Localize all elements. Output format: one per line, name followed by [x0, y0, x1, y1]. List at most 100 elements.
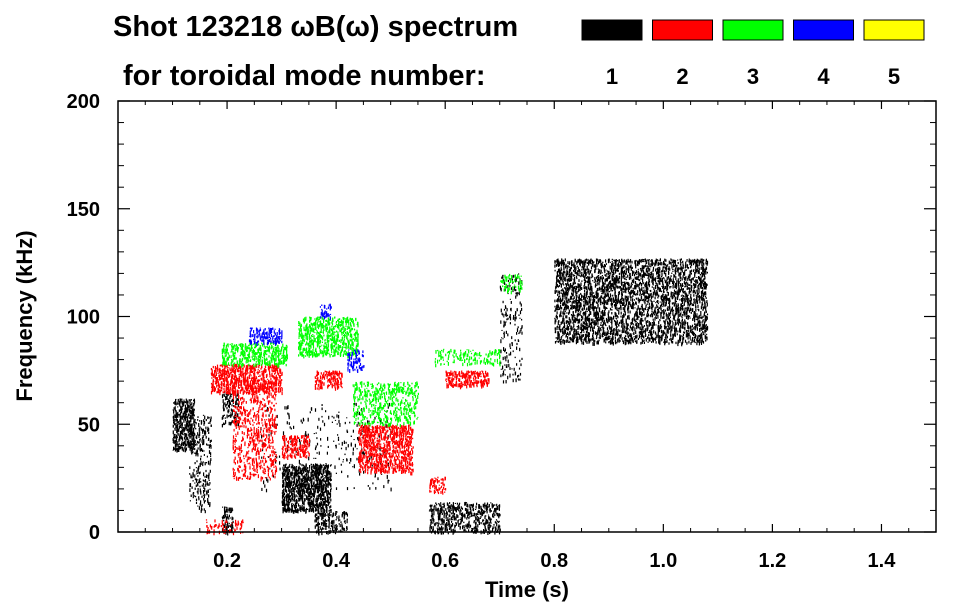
spectrum-point-mode-1	[663, 320, 665, 323]
spectrum-point-mode-1	[437, 515, 439, 518]
spectrum-point-mode-1	[317, 471, 319, 475]
spectrum-point-mode-1	[195, 502, 198, 504]
spectrum-point-mode-1	[200, 480, 202, 483]
spectrum-point-mode-1	[701, 316, 703, 320]
spectrum-point-mode-1	[190, 425, 192, 428]
spectrum-point-mode-1	[191, 437, 193, 440]
spectrum-point-mode-1	[597, 272, 599, 274]
spectrum-point-mode-1	[202, 494, 204, 496]
spectrum-point-mode-1	[300, 496, 302, 499]
spectrum-point-mode-1	[488, 518, 490, 520]
spectrum-point-mode-1	[288, 482, 290, 486]
spectrum-point-mode-1	[695, 337, 697, 339]
spectrum-point-mode-1	[668, 326, 670, 329]
spectrum-point-mode-1	[299, 463, 301, 466]
spectrum-point-mode-1	[587, 276, 589, 279]
spectrum-point-mode-1	[356, 424, 358, 427]
spectrum-point-mode-1	[488, 516, 490, 518]
spectrum-point-mode-1	[352, 466, 354, 468]
spectrum-point-mode-1	[196, 470, 198, 473]
spectrum-point-mode-1	[657, 310, 659, 313]
spectrum-point-mode-1	[567, 307, 569, 309]
spectrum-point-mode-1	[650, 297, 653, 300]
spectrum-point-mode-1	[342, 461, 344, 463]
spectrum-point-mode-1	[313, 457, 315, 459]
spectrum-point-mode-1	[677, 342, 679, 347]
spectrum-point-mode-1	[496, 522, 498, 527]
spectrum-point-mode-1	[337, 436, 340, 439]
spectrum-point-mode-1	[185, 434, 187, 438]
spectrum-point-mode-1	[197, 467, 199, 471]
spectrum-point-mode-1	[521, 357, 523, 360]
spectrum-point-mode-1	[453, 505, 455, 510]
spectrum-point-mode-1	[696, 262, 698, 266]
spectrum-point-mode-1	[600, 295, 602, 297]
spectrum-point-mode-1	[210, 439, 212, 442]
spectrum-point-mode-1	[326, 520, 328, 522]
spectrum-point-mode-1	[510, 351, 512, 356]
spectrum-point-mode-1	[683, 331, 685, 334]
spectrum-point-mode-1	[227, 404, 230, 408]
spectrum-point-mode-1	[600, 318, 603, 321]
spectrum-point-mode-1	[227, 525, 229, 528]
spectrum-point-mode-1	[294, 495, 296, 498]
spectrum-point-mode-1	[504, 374, 506, 376]
spectrum-point-mode-1	[602, 261, 604, 264]
spectrum-point-mode-1	[574, 317, 576, 321]
spectrum-point-mode-1	[453, 514, 455, 517]
spectrum-point-mode-1	[686, 297, 688, 301]
spectrum-point-mode-1	[176, 424, 178, 429]
spectrum-point-mode-1	[682, 288, 684, 291]
spectrum-point-mode-1	[487, 531, 489, 535]
spectrum-point-mode-1	[435, 508, 437, 512]
spectrum-point-mode-1	[184, 404, 187, 409]
spectrum-point-mode-1	[486, 510, 488, 514]
spectrum-point-mode-1	[698, 265, 700, 267]
spectrum-point-mode-1	[284, 469, 286, 473]
spectrum-point-mode-1	[174, 440, 176, 444]
spectrum-point-mode-1	[637, 271, 639, 273]
spectrum-point-mode-1	[224, 417, 226, 419]
spectrum-point-mode-1	[467, 511, 469, 516]
spectrum-point-mode-1	[268, 456, 270, 458]
spectrum-point-mode-1	[685, 300, 687, 302]
spectrum-point-mode-1	[189, 500, 191, 502]
spectrum-point-mode-1	[668, 278, 671, 282]
spectrum-point-mode-1	[443, 505, 445, 509]
spectrum-point-mode-1	[609, 265, 611, 270]
spectrum-point-mode-1	[201, 484, 203, 487]
spectrum-point-mode-1	[187, 422, 189, 426]
spectrum-point-mode-1	[630, 296, 632, 299]
spectrum-point-mode-1	[666, 329, 668, 333]
spectrum-point-mode-1	[224, 512, 226, 516]
spectrum-point-mode-1	[582, 321, 584, 325]
spectrum-point-mode-1	[266, 407, 269, 410]
spectrum-point-mode-1	[681, 305, 683, 308]
spectrum-point-mode-1	[304, 485, 307, 490]
spectrum-point-mode-1	[191, 411, 193, 415]
spectrum-point-mode-1	[302, 468, 304, 471]
spectrum-point-mode-1	[587, 327, 589, 331]
spectrum-point-mode-1	[288, 469, 291, 473]
spectrum-point-mode-1	[209, 502, 211, 506]
spectrum-point-mode-1	[640, 268, 642, 272]
spectrum-point-mode-1	[187, 415, 189, 419]
spectrum-point-mode-1	[487, 514, 490, 516]
spectrum-point-mode-1	[467, 508, 469, 513]
spectrum-point-mode-1	[318, 528, 320, 531]
spectrum-point-mode-1	[201, 504, 203, 507]
spectrum-point-mode-1	[190, 415, 192, 419]
spectrum-point-mode-1	[457, 504, 459, 507]
spectrum-point-mode-1	[284, 464, 286, 466]
spectrum-point-mode-1	[179, 419, 181, 422]
spectrum-point-mode-1	[449, 524, 451, 529]
spectrum-point-mode-1	[190, 443, 192, 446]
spectrum-point-mode-1	[627, 335, 629, 339]
spectrum-point-mode-1	[661, 285, 663, 287]
spectrum-point-mode-1	[226, 400, 229, 405]
spectrum-point-mode-1	[189, 442, 191, 446]
spectrum-point-mode-1	[559, 297, 562, 302]
spectrum-point-mode-1	[562, 342, 564, 344]
spectrum-point-mode-1	[226, 398, 228, 400]
spectrum-point-mode-1	[434, 504, 436, 506]
